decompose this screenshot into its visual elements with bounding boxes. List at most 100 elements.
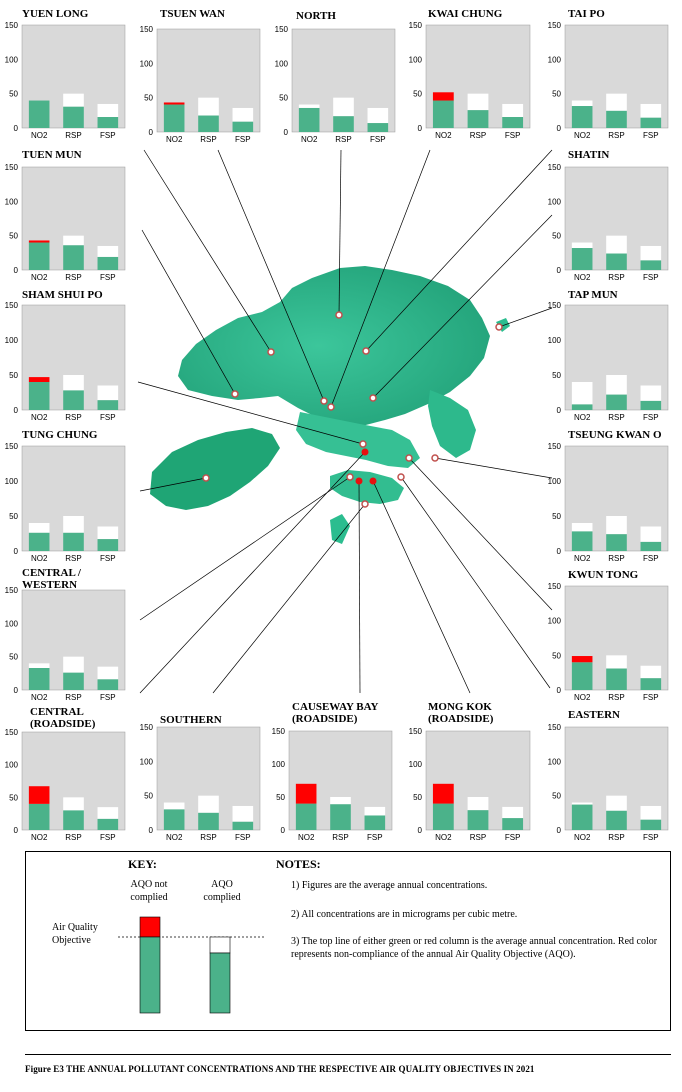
y-tick-label: 50 bbox=[9, 90, 18, 99]
key-green-not-complied bbox=[139, 936, 161, 1014]
y-tick-label: 50 bbox=[552, 232, 561, 241]
station-name: CENTRAL (ROADSIDE) bbox=[30, 706, 96, 730]
x-tick-label: FSP bbox=[643, 413, 659, 422]
station-name: KWAI CHUNG bbox=[428, 8, 503, 20]
x-tick-label: RSP bbox=[332, 833, 348, 842]
y-tick-label: 0 bbox=[418, 826, 423, 835]
station-panel: SHATIN 0 50 100 150 NO2 RSP FSP bbox=[548, 149, 669, 282]
y-tick-label: 100 bbox=[5, 55, 19, 64]
x-tick-label: RSP bbox=[65, 693, 81, 702]
concentration-bar bbox=[28, 532, 50, 551]
x-tick-label: RSP bbox=[65, 131, 81, 140]
concentration-bar bbox=[198, 115, 219, 132]
x-tick-label: NO2 bbox=[31, 693, 48, 702]
exceedance-bar bbox=[28, 786, 50, 804]
x-tick-label: FSP bbox=[100, 833, 116, 842]
y-tick-label: 0 bbox=[149, 128, 154, 137]
y-tick-label: 0 bbox=[418, 124, 423, 133]
station-panel: TUNG CHUNG 0 50 100 150 NO2 RSP FSP bbox=[5, 429, 126, 563]
concentration-bar bbox=[502, 818, 524, 830]
objective-gap-bar bbox=[63, 235, 84, 246]
objective-gap-bar bbox=[467, 93, 489, 111]
x-tick-label: NO2 bbox=[435, 131, 452, 140]
concentration-bar bbox=[163, 104, 185, 132]
x-tick-label: RSP bbox=[65, 413, 81, 422]
objective-gap-bar bbox=[63, 93, 84, 107]
y-tick-label: 0 bbox=[14, 266, 19, 275]
concentration-bar bbox=[640, 541, 662, 551]
concentration-bar bbox=[571, 106, 593, 128]
concentration-bar bbox=[640, 819, 662, 830]
y-tick-label: 0 bbox=[281, 826, 286, 835]
concentration-bar bbox=[63, 532, 84, 551]
station-panel: CENTRAL / WESTERN 0 50 100 150 NO2 RSP FSP bbox=[5, 567, 126, 702]
concentration-bar bbox=[63, 390, 84, 410]
concentration-bar bbox=[298, 107, 320, 132]
x-tick-label: FSP bbox=[643, 273, 659, 282]
station-name: YUEN LONG bbox=[22, 8, 89, 20]
station-panel: TSUEN WAN 0 50 100 150 NO2 RSP FSP bbox=[140, 8, 261, 144]
x-tick-label: RSP bbox=[200, 135, 216, 144]
key-red-excess bbox=[139, 916, 161, 938]
x-tick-label: RSP bbox=[608, 693, 624, 702]
key-complied-label: AQO complied bbox=[203, 879, 241, 903]
concentration-bar bbox=[163, 809, 185, 830]
x-tick-label: RSP bbox=[608, 833, 624, 842]
objective-gap-bar bbox=[232, 107, 254, 122]
concentration-bar bbox=[467, 110, 489, 128]
y-tick-label: 100 bbox=[5, 761, 19, 770]
kowloon-land bbox=[296, 412, 420, 468]
notes-title: NOTES: bbox=[276, 857, 321, 871]
objective-gap-bar bbox=[97, 103, 119, 118]
objective-gap-bar bbox=[28, 523, 50, 533]
concentration-bar bbox=[571, 248, 593, 270]
y-tick-label: 50 bbox=[276, 793, 285, 802]
objective-gap-bar bbox=[606, 516, 627, 535]
station-panel: TUEN MUN 0 50 100 150 NO2 RSP FSP bbox=[5, 149, 126, 282]
x-tick-label: NO2 bbox=[31, 131, 48, 140]
objective-gap-bar bbox=[467, 797, 489, 811]
concentration-bar bbox=[97, 400, 119, 410]
leader-lines bbox=[137, 149, 553, 694]
x-tick-label: RSP bbox=[608, 131, 624, 140]
station-name: TSUEN WAN bbox=[160, 8, 225, 20]
concentration-bar bbox=[432, 803, 454, 830]
x-tick-label: NO2 bbox=[31, 833, 48, 842]
objective-gap-bar bbox=[606, 235, 627, 254]
y-tick-label: 50 bbox=[552, 512, 561, 521]
x-tick-label: RSP bbox=[65, 554, 81, 563]
y-tick-label: 100 bbox=[5, 197, 19, 206]
y-tick-label: 100 bbox=[5, 477, 19, 486]
y-tick-label: 0 bbox=[557, 686, 562, 695]
exceedance-bar bbox=[163, 102, 185, 105]
y-tick-label: 50 bbox=[413, 90, 422, 99]
objective-gap-bar bbox=[640, 385, 662, 401]
caption-rule bbox=[25, 1054, 671, 1055]
objective-gap-bar bbox=[163, 802, 185, 810]
objective-gap-bar bbox=[571, 802, 593, 805]
concentration-bar bbox=[63, 810, 84, 830]
y-tick-label: 100 bbox=[140, 757, 154, 766]
objective-gap-bar bbox=[640, 526, 662, 542]
x-tick-label: RSP bbox=[608, 413, 624, 422]
key-diagram bbox=[118, 916, 264, 1014]
concentration-bar bbox=[63, 672, 84, 690]
station-name: KWUN TONG bbox=[568, 569, 639, 581]
key-white-gap bbox=[209, 936, 231, 954]
x-tick-label: RSP bbox=[65, 273, 81, 282]
objective-gap-bar bbox=[97, 666, 119, 680]
key-green-complied bbox=[209, 952, 231, 1014]
x-tick-label: FSP bbox=[643, 554, 659, 563]
concentration-bar bbox=[28, 803, 50, 830]
objective-gap-bar bbox=[571, 382, 593, 405]
objective-gap-bar bbox=[640, 665, 662, 679]
x-tick-label: RSP bbox=[65, 833, 81, 842]
x-tick-label: RSP bbox=[470, 131, 486, 140]
x-tick-label: NO2 bbox=[31, 413, 48, 422]
station-markers bbox=[202, 311, 503, 508]
station-name: SHATIN bbox=[568, 149, 609, 161]
concentration-bar bbox=[97, 679, 119, 690]
objective-gap-bar bbox=[97, 526, 119, 540]
y-tick-label: 0 bbox=[14, 406, 19, 415]
y-tick-label: 150 bbox=[409, 21, 423, 30]
